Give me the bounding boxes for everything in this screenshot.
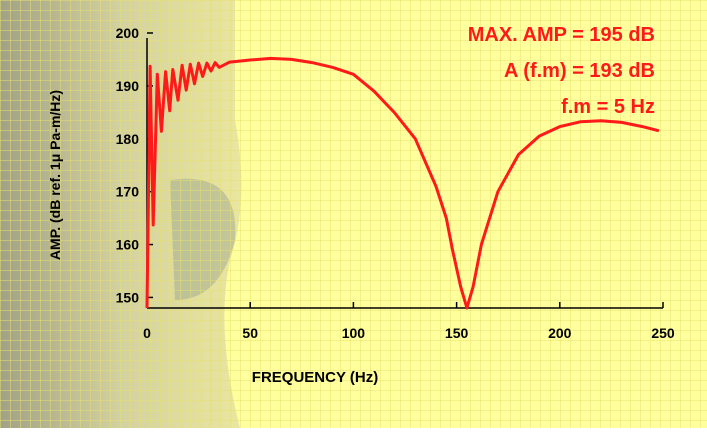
x-tick-label: 0 (143, 325, 151, 341)
x-tick-label: 100 (342, 325, 366, 341)
y-tick-label: 190 (116, 78, 140, 94)
y-tick-label: 180 (116, 131, 140, 147)
y-tick-label: 170 (116, 184, 140, 200)
annotation: A (f.m) = 193 dB (504, 60, 655, 82)
x-tick-label: 150 (445, 325, 469, 341)
x-tick-label: 50 (242, 325, 258, 341)
x-axis-label: FREQUENCY (Hz) (252, 369, 378, 386)
x-tick-label: 250 (651, 325, 675, 341)
annotation: MAX. AMP = 195 dB (468, 24, 655, 46)
y-tick-label: 150 (116, 289, 140, 305)
y-axis-label: AMP. (dB ref. 1μ Pa-m/Hz) (47, 90, 63, 260)
x-tick-label: 200 (548, 325, 572, 341)
data-line (145, 56, 660, 310)
annotation: f.m = 5 Hz (561, 96, 655, 118)
y-tick-label: 160 (116, 237, 140, 253)
y-tick-label: 200 (116, 25, 140, 41)
